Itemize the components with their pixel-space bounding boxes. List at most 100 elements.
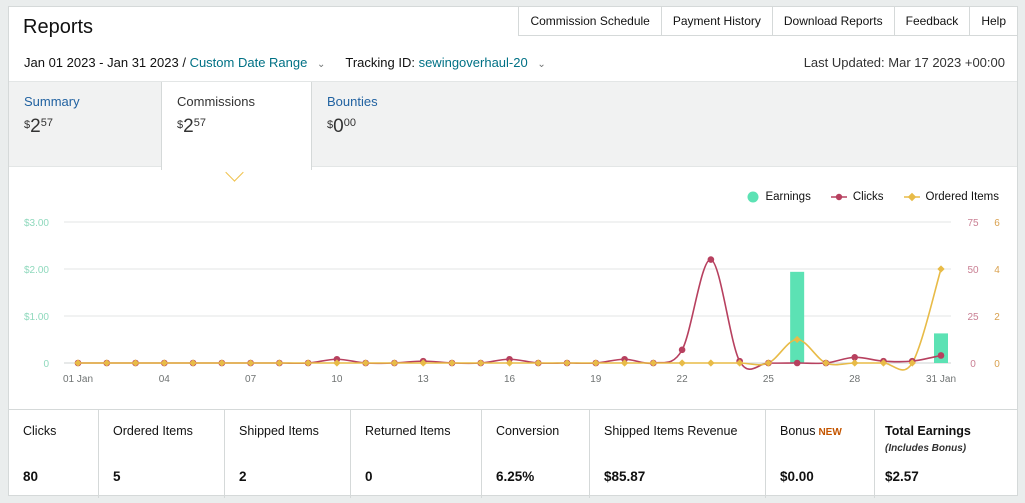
earnings-bar <box>790 271 805 363</box>
y-left-tick-label: $3.00 <box>24 218 49 229</box>
tab-commissions[interactable]: Commissions $ 2 57 <box>161 82 312 170</box>
y-left-tick-label: $1.00 <box>24 312 49 323</box>
tab-summary[interactable]: Summary $ 2 57 <box>9 82 161 168</box>
ordered-items-point <box>649 359 658 367</box>
top-nav: Commission Schedule Payment History Down… <box>518 7 1017 36</box>
legend-label: Clicks <box>852 191 884 203</box>
stat-sublabel: (Includes Bonus) <box>885 443 967 454</box>
stat-label: Conversion <box>496 424 560 438</box>
help-link[interactable]: Help <box>981 14 1006 28</box>
ordered-items-point <box>707 359 715 367</box>
ordered-items-point <box>735 359 744 367</box>
feedback-link[interactable]: Feedback <box>895 7 971 35</box>
ordered-items-point <box>879 359 888 367</box>
ordered-items-point <box>419 359 427 367</box>
stat-value: 5 <box>113 469 121 484</box>
x-tick-label: 04 <box>159 374 171 385</box>
stat-value: 80 <box>23 469 39 484</box>
ordered-items-point <box>620 359 629 367</box>
y-right-tick-label: 4 <box>994 265 1000 276</box>
stat-label: Total Earnings <box>885 424 971 438</box>
x-tick-label: 01 Jan <box>63 374 93 385</box>
ordered-items-point <box>333 359 341 367</box>
ordered-items-point <box>448 359 456 367</box>
clicks-point <box>621 355 628 363</box>
y-mid-tick-label: 0 <box>970 359 976 370</box>
ordered-items-point <box>822 359 830 367</box>
report-tabs: Summary $ 2 57 Commissions $ 2 57 Bounti… <box>9 81 1017 170</box>
range-type-text: Custom Date Range <box>189 55 308 70</box>
stat-label: Returned Items <box>365 424 451 438</box>
x-tick-label: 22 <box>677 374 689 385</box>
stat-value: $0.00 <box>780 469 814 484</box>
y-left-tick-label: $2.00 <box>24 265 49 276</box>
legend-ordered-items[interactable]: Ordered Items <box>903 191 999 203</box>
tracking-id-label: Tracking ID: <box>345 55 415 70</box>
ordered-items-point <box>678 359 686 367</box>
earnings-legend-marker <box>747 191 759 203</box>
legend-earnings[interactable]: Earnings <box>747 191 811 203</box>
stat-shipped-items-revenue: Shipped Items Revenue $85.87 <box>590 410 766 498</box>
tracking-id-selector[interactable]: Tracking ID: sewingoverhaul-20 ⌄ <box>345 55 545 70</box>
amount-fraction: 57 <box>40 117 53 129</box>
tab-bounties[interactable]: Bounties $ 0 00 <box>312 82 462 168</box>
tab-label: Bounties <box>327 94 378 109</box>
date-range-selector[interactable]: Jan 01 2023 - Jan 31 2023 / Custom Date … <box>24 55 325 70</box>
stat-value: $85.87 <box>604 469 646 484</box>
x-tick-label: 28 <box>849 374 861 385</box>
tab-label: Commissions <box>177 94 256 109</box>
clicks-point <box>707 256 715 263</box>
commission-schedule-link[interactable]: Commission Schedule <box>519 7 662 35</box>
last-updated-text: Last Updated: Mar 17 2023 +00:00 <box>803 55 1005 70</box>
filter-bar: Jan 01 2023 - Jan 31 2023 / Custom Date … <box>24 55 546 70</box>
stat-value: 6.25% <box>496 469 535 484</box>
chart-legend: Earnings Clicks Ordered Items <box>747 191 999 203</box>
new-badge: NEW <box>818 427 842 438</box>
ordered-items-point <box>74 359 82 367</box>
stat-clicks: Clicks 80 <box>9 410 99 498</box>
payment-history-link[interactable]: Payment History <box>662 7 773 35</box>
legend-clicks[interactable]: Clicks <box>830 191 884 203</box>
amount-whole: 0 <box>333 116 344 137</box>
clicks-legend-marker <box>830 193 847 201</box>
page-title: Reports <box>23 16 94 38</box>
x-tick-label: 10 <box>331 374 343 385</box>
clicks-point <box>793 359 801 367</box>
x-tick-label: 13 <box>418 374 430 385</box>
stat-value: 2 <box>239 469 247 484</box>
ordered-items-point <box>160 359 168 367</box>
stat-conversion: Conversion 6.25% <box>482 410 590 498</box>
stat-shipped-items: Shipped Items 2 <box>225 410 351 498</box>
stats-summary: Clicks 80 Ordered Items 5 Shipped Items … <box>9 409 1017 498</box>
ordered-items-point <box>851 359 859 367</box>
chevron-down-icon: ⌄ <box>537 59 546 70</box>
ordered-items-point <box>764 359 773 367</box>
currency-symbol: $ <box>177 119 184 131</box>
clicks-point <box>937 352 945 359</box>
tracking-id-value: sewingoverhaul-20 <box>418 55 528 70</box>
date-range-separator: / <box>182 55 186 70</box>
ordered-items-point <box>103 359 111 367</box>
stat-total-earnings: Total Earnings (Includes Bonus) $2.57 <box>875 410 1017 498</box>
y-mid-tick-label: 50 <box>967 265 979 276</box>
ordered-items-point <box>908 359 916 367</box>
clicks-point <box>678 346 686 354</box>
date-range-text: Jan 01 2023 - Jan 31 2023 <box>24 55 179 70</box>
y-right-tick-label: 6 <box>994 218 1000 229</box>
ordered-items-point <box>131 359 140 367</box>
reports-panel: Reports Commission Schedule Payment Hist… <box>8 6 1018 498</box>
x-tick-label: 19 <box>590 374 602 385</box>
stat-label: Clicks <box>23 424 57 438</box>
ordered-items-point <box>477 359 485 367</box>
ordered-items-point <box>246 359 255 367</box>
stat-ordered-items: Ordered Items 5 <box>99 410 225 498</box>
tab-label: Summary <box>24 94 80 109</box>
legend-label: Earnings <box>765 191 811 203</box>
amount-fraction: 00 <box>343 117 356 129</box>
download-reports-link[interactable]: Download Reports <box>773 7 895 35</box>
currency-symbol: $ <box>327 119 334 131</box>
tab-amount: $ 2 57 <box>24 116 146 138</box>
ordered-items-legend-marker <box>903 192 920 202</box>
clicks-point <box>333 355 341 363</box>
y-mid-tick-label: 25 <box>967 312 979 323</box>
